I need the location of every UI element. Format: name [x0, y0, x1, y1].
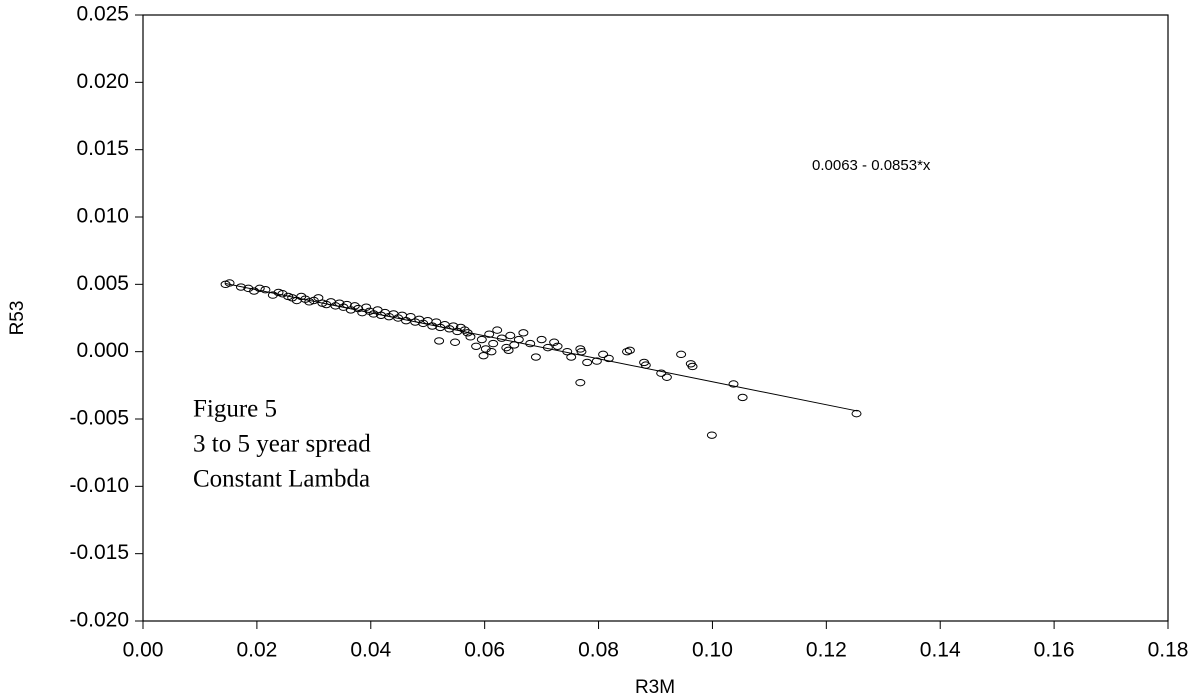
point: [486, 347, 497, 356]
point: [452, 327, 463, 336]
caption-line: Constant Lambda: [193, 466, 370, 493]
point: [488, 339, 499, 348]
point: [737, 393, 748, 402]
point: [260, 286, 271, 294]
point: [566, 353, 577, 361]
y-tick-label: 0.010: [76, 205, 129, 228]
x-tick-label: 0.06: [464, 639, 505, 662]
point: [552, 342, 563, 350]
point: [591, 357, 602, 365]
x-tick-label: 0.12: [806, 639, 847, 662]
point: [224, 279, 235, 287]
annotation: 0.0063 - 0.0853*x: [812, 157, 931, 174]
point: [728, 380, 739, 388]
point: [361, 303, 372, 311]
point: [505, 331, 516, 340]
y-tick-label: 0.005: [76, 272, 129, 295]
y-tick-label: -0.015: [69, 541, 129, 564]
point: [235, 283, 246, 291]
y-tick-label: 0.020: [76, 70, 129, 93]
point: [576, 347, 587, 356]
point: [462, 329, 473, 337]
y-axis-label: R53: [7, 301, 28, 336]
point: [640, 361, 651, 369]
point: [656, 369, 667, 377]
y-tick-label: 0.025: [76, 3, 129, 26]
point: [598, 350, 609, 359]
caption-line: 3 to 5 year spread: [193, 431, 371, 458]
point: [676, 350, 687, 359]
point: [661, 373, 672, 381]
point: [254, 284, 265, 293]
point: [687, 362, 698, 371]
point: [471, 342, 482, 350]
x-tick-label: 0.10: [692, 639, 733, 662]
point: [575, 378, 586, 387]
x-tick-label: 0.18: [1148, 639, 1189, 662]
point: [476, 335, 487, 344]
point: [492, 326, 503, 334]
point: [851, 409, 862, 418]
point: [582, 358, 593, 367]
x-tick-label: 0.08: [578, 639, 619, 662]
point: [536, 335, 547, 344]
y-tick-label: -0.010: [69, 474, 129, 497]
point: [542, 343, 553, 352]
point: [496, 334, 507, 342]
point: [603, 354, 614, 363]
point: [624, 346, 635, 355]
y-tick-label: -0.020: [69, 609, 129, 632]
point: [478, 352, 489, 360]
point: [503, 346, 514, 355]
point: [304, 298, 315, 306]
point: [484, 330, 495, 338]
y-tick-label: 0.015: [76, 137, 129, 160]
point: [513, 335, 524, 344]
point: [525, 339, 536, 348]
point: [518, 329, 529, 337]
point: [549, 338, 560, 346]
x-tick-label: 0.02: [236, 639, 277, 662]
fit-line: [225, 283, 858, 412]
y-tick-label: -0.005: [69, 407, 129, 430]
x-tick-label: 0.16: [1034, 639, 1075, 662]
plot-frame: [142, 14, 1169, 622]
point: [622, 347, 633, 356]
point: [706, 431, 717, 439]
point: [450, 338, 461, 346]
point: [509, 341, 520, 349]
x-axis-label: R3M: [635, 677, 675, 698]
caption-line: Figure 5: [193, 396, 277, 423]
x-tick-label: 0.00: [123, 639, 164, 662]
point: [434, 337, 445, 345]
x-tick-label: 0.04: [350, 639, 391, 662]
y-tick-label: 0.000: [76, 339, 129, 362]
point: [530, 353, 541, 361]
point: [405, 312, 416, 321]
point: [465, 333, 476, 341]
x-tick-label: 0.14: [920, 639, 961, 662]
